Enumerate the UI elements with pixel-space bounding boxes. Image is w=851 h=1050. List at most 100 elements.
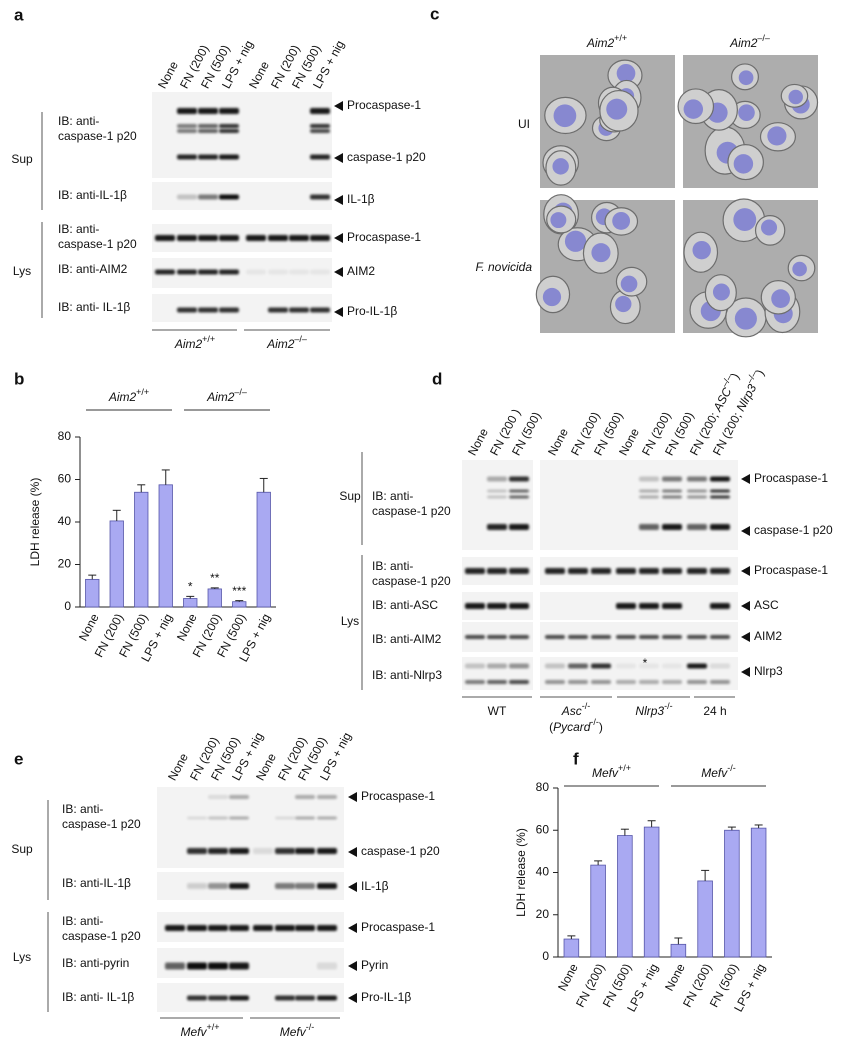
band [710,476,730,482]
antibody-label: IB: anti-pyrin [62,956,129,970]
y-axis-label: LDH release (%) [28,478,42,567]
band [568,568,588,574]
band [155,269,175,275]
blot [540,657,738,690]
fraction-label: Lys [13,264,31,278]
band [317,848,337,854]
band [229,816,249,820]
text-part: 24 h [703,704,726,718]
y-tick-label: 0 [542,949,549,963]
band [310,124,330,128]
band [177,194,197,200]
antibody-label: IB: anti- [62,802,103,816]
band [639,680,659,684]
nucleus [550,212,567,229]
band [253,848,273,854]
blot [157,983,344,1012]
band [616,603,636,609]
band [639,663,659,669]
band [639,524,659,530]
text-part: Mefv [180,1025,207,1039]
band [465,680,485,684]
band [465,663,485,669]
band [317,883,337,889]
band [616,680,636,684]
band [219,307,239,313]
blot [157,912,344,942]
band-label: Procaspase-1 [347,98,421,112]
text-part: Asc [561,704,582,718]
genotype-label: Mefv+/+ [180,1022,219,1039]
nucleus [771,289,790,308]
band [687,495,707,499]
nucleus [552,158,569,175]
band [253,925,273,931]
band [662,524,682,530]
band [229,795,249,799]
band [208,795,228,799]
antibody-label: caspase-1 p20 [62,929,141,943]
error-bar [137,484,146,493]
band [246,235,266,241]
nucleus [788,89,803,105]
band [310,154,330,160]
band [219,269,239,275]
y-tick-label: 60 [536,822,550,836]
nucleus [606,98,628,120]
error-bar [701,869,710,881]
band [208,925,228,931]
antibody-label: IB: anti- IL-1β [62,990,134,1004]
y-tick-label: 20 [536,907,550,921]
y-tick-label: 0 [64,599,71,613]
bar [232,601,247,608]
antibody-label: IB: anti- [58,222,99,236]
text-part: Aim2 [729,36,758,50]
text-part: Mefv [592,766,619,780]
superscript: –/– [234,387,247,397]
superscript: +/+ [136,387,149,397]
nucleus [591,243,611,263]
antibody-label: IB: anti-AIM2 [58,262,128,276]
band [687,568,707,574]
lane-label: None [246,59,272,91]
band [509,495,529,499]
band-label: caspase-1 p20 [361,844,440,858]
text-part: Aim2 [586,36,615,50]
band [509,476,529,482]
band [229,883,249,889]
nucleus [733,208,757,232]
band [509,663,529,669]
band [616,663,636,669]
arrowhead [348,882,357,892]
superscript: -/- [727,763,736,773]
band [509,603,529,609]
nucleus [738,104,755,121]
band-label: Procaspase-1 [754,471,828,485]
nucleus [734,307,757,330]
y-tick-label: 60 [58,472,72,486]
band [710,489,730,493]
band [208,883,228,889]
band [310,108,330,114]
arrowhead [348,993,357,1003]
text-part: Mefv [280,1025,307,1039]
band [310,307,330,313]
arrowhead [348,792,357,802]
band [710,495,730,499]
nucleus [553,104,577,128]
blot [157,948,344,978]
x-tick-label: None [662,961,688,993]
text-part: ( [549,720,553,734]
band [198,235,218,241]
antibody-label: IB: anti-ASC [372,598,438,612]
band [687,663,707,669]
genotype-label: Mefv-/- [701,763,736,780]
superscript: -/- [306,1022,315,1032]
band [187,816,207,820]
band [198,124,218,128]
text-part: Nlrp3 [635,704,664,718]
band [662,476,682,482]
band [317,795,337,799]
band [317,962,337,970]
band [198,307,218,313]
